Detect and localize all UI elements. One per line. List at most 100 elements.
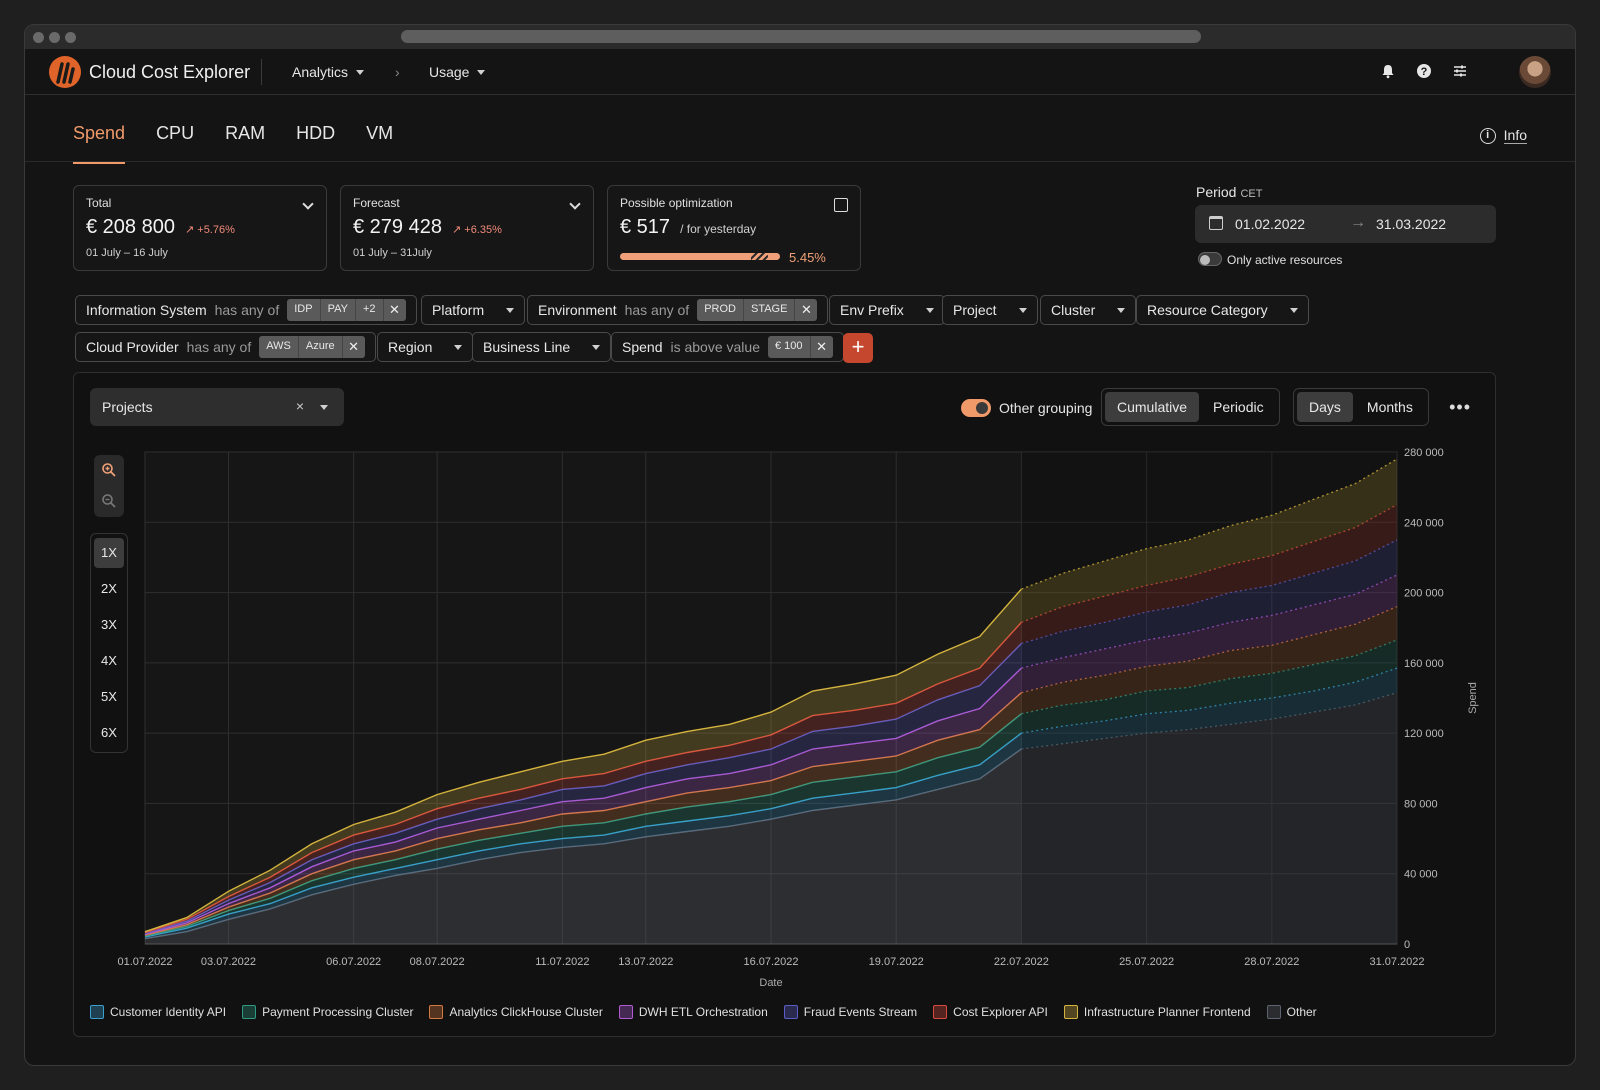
window-titlebar: [25, 25, 1575, 49]
y-tick-label: 0: [1404, 939, 1410, 951]
filter-resource-category[interactable]: Resource Category: [1136, 295, 1309, 325]
optimization-card[interactable]: Possible optimization € 517 / for yester…: [607, 185, 861, 271]
total-value: € 208 800: [86, 216, 175, 238]
filter-project[interactable]: Project: [942, 295, 1038, 325]
forecast-value: € 279 428: [353, 216, 442, 238]
granularity-months-button[interactable]: Months: [1366, 399, 1413, 415]
bell-icon[interactable]: [1379, 63, 1397, 81]
settings-sliders-icon[interactable]: [1451, 63, 1469, 81]
app-logo-icon[interactable]: [49, 56, 81, 88]
filter-region[interactable]: Region: [377, 332, 474, 362]
filter-platform[interactable]: Platform: [421, 295, 526, 325]
chevron-down-icon: [925, 307, 934, 313]
mode-periodic-button[interactable]: Periodic: [1213, 399, 1264, 415]
period-label-text: Period: [1196, 184, 1237, 200]
multiplier-5x[interactable]: 5X: [101, 689, 117, 704]
filter-operator: is above value: [670, 339, 760, 355]
x-tick-label: 19.07.2022: [869, 956, 924, 968]
external-link-icon[interactable]: [834, 198, 848, 212]
period-timezone: CET: [1240, 188, 1263, 200]
tab-spend[interactable]: Spend: [73, 123, 126, 164]
other-grouping-label: Other grouping: [999, 400, 1093, 416]
x-tick-label: 11.07.2022: [535, 956, 589, 968]
legend-swatch: [1266, 1005, 1281, 1019]
zoom-controls: [94, 455, 124, 517]
info-link[interactable]: i Info: [1479, 127, 1527, 144]
period-date-range-picker[interactable]: 01.02.2022 → 31.03.2022: [1195, 205, 1496, 243]
help-icon[interactable]: ?: [1415, 63, 1433, 81]
filter-tag: AWS: [259, 336, 299, 358]
multiplier-6x[interactable]: 6X: [101, 725, 117, 740]
multiplier-4x[interactable]: 4X: [101, 653, 117, 668]
filter-spend[interactable]: Spend is above value € 100 ✕: [611, 332, 844, 362]
multiplier-2x[interactable]: 2X: [101, 581, 117, 596]
forecast-card[interactable]: Forecast € 279 428 ↗ +6.35% 01 July – 31…: [340, 185, 594, 271]
series-area-other: [145, 692, 1397, 944]
mode-cumulative-button[interactable]: Cumulative: [1105, 392, 1200, 422]
x-tick-label: 31.07.2022: [1369, 956, 1424, 968]
breadcrumb-section-dropdown[interactable]: Analytics: [292, 64, 365, 80]
more-options-icon[interactable]: •••: [1449, 397, 1471, 417]
legend-item[interactable]: Other: [1266, 1005, 1317, 1019]
granularity-days-button[interactable]: Days: [1297, 392, 1353, 422]
zoom-in-icon[interactable]: [101, 462, 117, 478]
remove-filter-icon[interactable]: ✕: [810, 336, 833, 358]
filter-label: Cluster: [1051, 302, 1096, 318]
remove-filter-icon[interactable]: ✕: [383, 299, 406, 321]
x-tick-label: 25.07.2022: [1119, 956, 1174, 968]
tab-ram[interactable]: RAM: [225, 123, 266, 143]
forecast-trend-value: +6.35%: [464, 224, 502, 236]
multiplier-3x[interactable]: 3X: [101, 617, 117, 632]
horizontal-scrollbar[interactable]: [401, 30, 1201, 43]
tab-hdd[interactable]: HDD: [296, 123, 336, 143]
filter-information-system[interactable]: Information System has any of IDP PAY +2…: [75, 295, 417, 325]
chevron-down-icon: [1289, 307, 1298, 313]
forecast-value-row: € 279 428 ↗ +6.35%: [353, 216, 581, 239]
filter-label: Env Prefix: [840, 302, 904, 318]
other-grouping-toggle[interactable]: [961, 399, 991, 417]
clear-icon[interactable]: ×: [295, 398, 304, 414]
forecast-label: Forecast: [353, 196, 400, 210]
legend-item[interactable]: DWH ETL Orchestration: [618, 1005, 768, 1019]
window-close-dot[interactable]: [33, 32, 44, 43]
total-card[interactable]: Total € 208 800 ↗ +5.76% 01 July – 16 Ju…: [73, 185, 327, 271]
filter-tag[interactable]: +2: [355, 299, 384, 321]
window-minimize-dot[interactable]: [49, 32, 60, 43]
period-from[interactable]: 01.02.2022: [1235, 216, 1306, 232]
filter-cluster[interactable]: Cluster: [1040, 295, 1137, 325]
total-value-row: € 208 800 ↗ +5.76%: [86, 216, 314, 239]
legend-item[interactable]: Customer Identity API: [90, 1005, 226, 1019]
forecast-shade: [1021, 452, 1397, 944]
multiplier-1x[interactable]: 1X: [94, 538, 124, 568]
x-tick-label: 06.07.2022: [326, 956, 381, 968]
user-avatar[interactable]: [1519, 56, 1551, 88]
legend-item[interactable]: Payment Processing Cluster: [242, 1005, 413, 1019]
filter-tag: PAY: [320, 299, 356, 321]
legend-item[interactable]: Analytics ClickHouse Cluster: [429, 1005, 603, 1019]
legend-item[interactable]: Fraud Events Stream: [783, 1005, 917, 1019]
zoom-out-icon[interactable]: [101, 493, 117, 509]
window-maximize-dot[interactable]: [65, 32, 76, 43]
filter-environment[interactable]: Environment has any of PROD STAGE ✕: [527, 295, 829, 325]
period-to[interactable]: 31.03.2022: [1376, 216, 1447, 232]
tab-vm[interactable]: VM: [366, 123, 394, 143]
filter-cloud-provider[interactable]: Cloud Provider has any of AWS Azure ✕: [75, 332, 376, 362]
legend-item[interactable]: Infrastructure Planner Frontend: [1063, 1005, 1251, 1019]
total-trend-value: +5.76%: [197, 224, 235, 236]
filter-business-line[interactable]: Business Line: [472, 332, 612, 362]
group-by-select[interactable]: Projects ×: [90, 388, 344, 426]
info-icon: i: [1479, 127, 1496, 144]
active-resources-toggle[interactable]: [1198, 252, 1222, 266]
breadcrumb-page-dropdown[interactable]: Usage: [429, 64, 486, 80]
filter-env-prefix[interactable]: Env Prefix: [829, 295, 945, 325]
filter-tags: AWS Azure ✕: [259, 336, 365, 358]
tab-cpu[interactable]: CPU: [156, 123, 195, 143]
series-forecast-line: [1021, 458, 1398, 590]
chevron-down-icon: [356, 69, 365, 75]
legend-item[interactable]: Cost Explorer API: [933, 1005, 1048, 1019]
x-tick-label: 01.07.2022: [117, 956, 172, 968]
add-filter-button[interactable]: +: [843, 333, 873, 363]
remove-filter-icon[interactable]: ✕: [342, 336, 365, 358]
spend-area-chart[interactable]: 0 40 000 80 000 120 000 160 000 200 000 240 00…: [74, 373, 1497, 993]
remove-filter-icon[interactable]: ✕: [795, 299, 818, 321]
